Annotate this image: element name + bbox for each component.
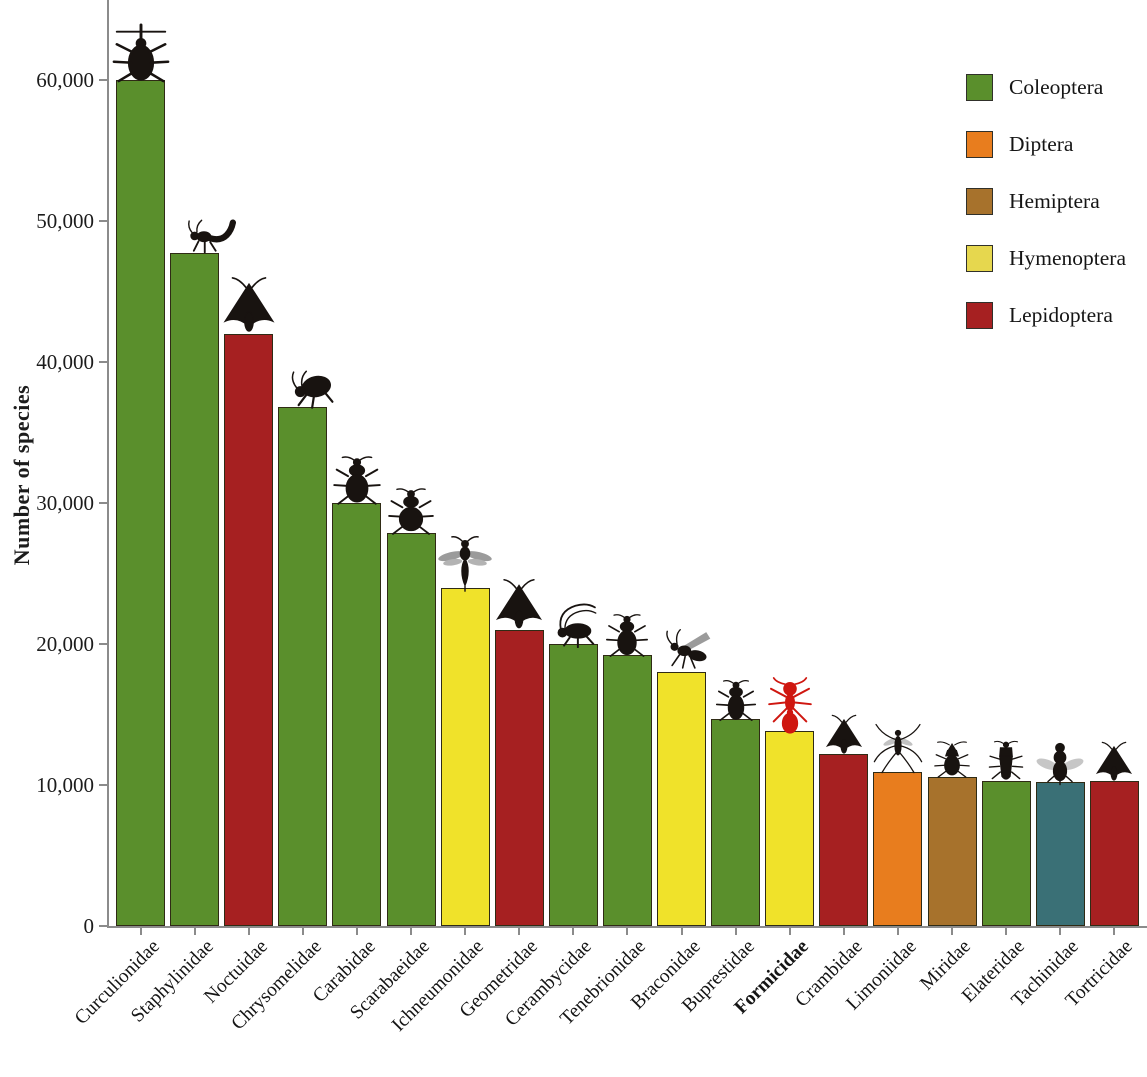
longhorn-beetle-icon [547, 596, 599, 649]
y-tick-mark [99, 220, 107, 222]
y-tick-mark [99, 502, 107, 504]
x-tick-mark [734, 928, 737, 935]
bar-chrysomelidae [278, 407, 328, 926]
legend-item-hymenoptera: Hymenoptera [966, 245, 1126, 272]
bar-curculionidae [116, 80, 165, 926]
y-tick-label: 30,000 [36, 491, 94, 515]
jewel-beetle-icon [714, 679, 758, 723]
x-tick-mark [301, 928, 304, 935]
y-tick-label: 0 [83, 914, 95, 938]
y-tick-label: 20,000 [36, 632, 94, 656]
x-tick-mark [680, 928, 683, 935]
legend-item-hemiptera: Hemiptera [966, 188, 1126, 215]
x-tick-mark [896, 928, 899, 935]
y-tick-label: 10,000 [36, 773, 94, 797]
x-tick-mark [1059, 928, 1062, 935]
bar-scarabaeidae [386, 532, 436, 926]
bar-miridae [927, 776, 977, 926]
leaf-beetle-icon [286, 357, 340, 411]
legend-label-coleoptera: Coleoptera [1009, 75, 1104, 99]
bar-tortricidae [1089, 780, 1139, 926]
x-tick-mark [572, 928, 575, 935]
bar-carabidae [332, 503, 382, 926]
x-tick-mark [139, 928, 142, 935]
plant-bug-icon [931, 739, 973, 781]
bar-staphylinidae [170, 253, 220, 926]
moth-icon [1092, 741, 1136, 785]
darkling-beetle-icon [604, 613, 650, 659]
click-beetle-icon [983, 739, 1029, 785]
y-tick-label: 60,000 [36, 68, 94, 92]
moth-icon [491, 578, 547, 634]
legend-label-hymenoptera: Hymenoptera [1009, 246, 1127, 270]
y-axis-line [107, 0, 109, 928]
bar-geometridae [494, 629, 544, 926]
bar-formicidae [765, 731, 815, 926]
legend: Coleoptera Diptera Hemiptera Hymenoptera Lep… [966, 74, 1126, 359]
moth-icon [218, 276, 280, 338]
bar-limoniidae [873, 772, 923, 926]
bar-elateridae [981, 780, 1031, 926]
x-axis-line [107, 926, 1147, 928]
x-tick-mark [842, 928, 845, 935]
braconid-wasp-icon [664, 624, 716, 676]
legend-swatch-hymenoptera [966, 245, 993, 272]
bar-chart: Number of species 0 10,000 20,000 30,000 40,… [9, 0, 1147, 1036]
moth-icon [822, 714, 866, 758]
x-tick-mark [1005, 928, 1008, 935]
ground-beetle-icon [331, 455, 383, 507]
legend-item-lepidoptera: Lepidoptera [966, 302, 1126, 329]
legend-swatch-hemiptera [966, 188, 993, 215]
x-label-tortricidae: Tortricidae [944, 936, 1137, 1011]
rove-beetle-icon [186, 207, 236, 257]
x-tick-mark [464, 928, 467, 935]
x-tick-mark [355, 928, 358, 935]
bar-braconidae [657, 672, 706, 926]
bar-buprestidae [711, 718, 761, 926]
legend-item-coleoptera: Coleoptera [966, 74, 1126, 101]
y-tick-mark [99, 925, 107, 927]
legend-label-hemiptera: Hemiptera [1009, 189, 1100, 213]
legend-swatch-diptera [966, 131, 993, 158]
bar-noctuidae [224, 333, 274, 926]
y-tick-mark [99, 79, 107, 81]
y-tick-mark [99, 361, 107, 363]
y-tick-mark [99, 784, 107, 786]
y-tick-label: 50,000 [36, 209, 94, 233]
fly-icon [1036, 738, 1084, 786]
legend-label-lepidoptera: Lepidoptera [1009, 303, 1113, 327]
bar-tenebrionidae [602, 655, 652, 926]
x-tick-mark [410, 928, 412, 935]
x-tick-mark [951, 928, 953, 935]
bar-cerambycidae [548, 644, 598, 926]
scarab-beetle-icon [386, 487, 436, 537]
y-tick-label: 40,000 [36, 350, 94, 374]
bar-crambidae [819, 753, 869, 926]
legend-label-diptera: Diptera [1009, 132, 1074, 156]
x-tick-mark [193, 928, 196, 935]
legend-swatch-coleoptera [966, 74, 993, 101]
x-tick-mark [1113, 928, 1116, 935]
weevil-icon [110, 22, 172, 84]
bar-ichneumonidae [440, 587, 490, 926]
x-tick-mark [247, 928, 250, 935]
y-tick-mark [99, 643, 107, 645]
ichneumon-wasp-icon [437, 535, 493, 592]
x-tick-mark [626, 928, 629, 935]
ant-icon [761, 677, 819, 735]
x-tick-mark [788, 928, 791, 935]
x-tick-mark [518, 928, 521, 935]
bar-tachinidae [1035, 782, 1085, 926]
legend-swatch-lepidoptera [966, 302, 993, 329]
crane-fly-icon [871, 722, 925, 776]
legend-item-diptera: Diptera [966, 131, 1126, 158]
